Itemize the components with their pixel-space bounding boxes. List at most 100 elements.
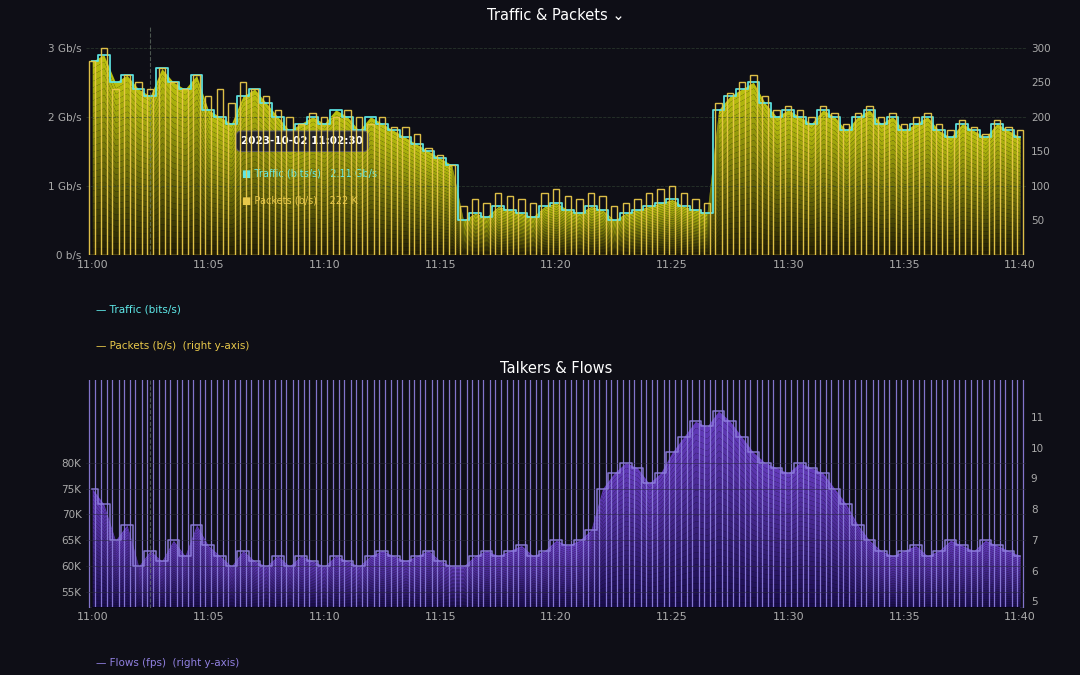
Bar bbox=[890, 113, 895, 254]
Text: 2023-10-02 11:02:30: 2023-10-02 11:02:30 bbox=[242, 136, 363, 146]
Bar bbox=[274, 110, 281, 254]
Bar bbox=[240, 281, 246, 608]
Bar bbox=[484, 203, 490, 254]
Bar bbox=[414, 287, 420, 608]
Bar bbox=[448, 165, 455, 254]
Bar bbox=[159, 68, 165, 254]
Bar bbox=[147, 89, 153, 254]
Bar bbox=[402, 292, 408, 608]
Bar bbox=[646, 192, 652, 254]
Bar bbox=[402, 127, 408, 254]
Bar bbox=[437, 155, 444, 254]
Bar bbox=[820, 204, 826, 608]
Bar bbox=[994, 120, 1000, 254]
Bar bbox=[577, 271, 582, 608]
Text: — Traffic (bits/s): — Traffic (bits/s) bbox=[96, 304, 180, 315]
Bar bbox=[935, 281, 942, 608]
Bar bbox=[495, 287, 501, 608]
Bar bbox=[484, 281, 490, 608]
Bar bbox=[658, 204, 664, 608]
Bar bbox=[181, 89, 188, 254]
Bar bbox=[274, 287, 281, 608]
Bar bbox=[622, 194, 629, 608]
Bar bbox=[495, 192, 501, 254]
Bar bbox=[460, 297, 467, 608]
Bar bbox=[785, 107, 792, 254]
Bar bbox=[947, 271, 954, 608]
Bar bbox=[286, 297, 293, 608]
Bar bbox=[832, 219, 838, 608]
Bar bbox=[100, 48, 107, 254]
Bar bbox=[843, 235, 849, 608]
Bar bbox=[391, 127, 397, 254]
Bar bbox=[333, 117, 339, 254]
Bar bbox=[367, 287, 374, 608]
Bar bbox=[982, 134, 988, 254]
Bar bbox=[171, 271, 177, 608]
Bar bbox=[298, 124, 305, 254]
Bar bbox=[588, 261, 594, 608]
Bar bbox=[680, 167, 687, 608]
Bar bbox=[321, 117, 327, 254]
Bar bbox=[112, 89, 119, 254]
Bar bbox=[205, 96, 212, 254]
Bar bbox=[355, 117, 362, 254]
Bar bbox=[959, 276, 966, 608]
Title: Traffic & Packets ⌄: Traffic & Packets ⌄ bbox=[487, 8, 625, 23]
Bar bbox=[669, 186, 675, 254]
Bar bbox=[426, 281, 432, 608]
Bar bbox=[298, 287, 305, 608]
Bar bbox=[553, 271, 559, 608]
Bar bbox=[924, 113, 931, 254]
Bar bbox=[959, 120, 966, 254]
Bar bbox=[994, 276, 1000, 608]
Bar bbox=[252, 292, 258, 608]
Bar bbox=[577, 199, 582, 254]
Bar bbox=[391, 287, 397, 608]
Bar bbox=[878, 117, 885, 254]
Bar bbox=[135, 297, 141, 608]
Bar bbox=[286, 117, 293, 254]
Bar bbox=[333, 287, 339, 608]
Bar bbox=[797, 194, 804, 608]
Bar bbox=[704, 203, 711, 254]
Bar bbox=[890, 287, 895, 608]
Bar bbox=[751, 76, 757, 254]
Bar bbox=[611, 207, 618, 254]
Bar bbox=[89, 219, 95, 608]
Bar bbox=[611, 204, 618, 608]
Bar bbox=[205, 276, 212, 608]
Bar bbox=[971, 281, 977, 608]
Bar bbox=[448, 297, 455, 608]
Bar bbox=[739, 82, 745, 254]
Bar bbox=[669, 183, 675, 608]
Bar bbox=[193, 76, 200, 254]
Bar bbox=[658, 189, 664, 254]
Text: — Flows (fps)  (right y-axis): — Flows (fps) (right y-axis) bbox=[96, 657, 239, 668]
Bar bbox=[321, 297, 327, 608]
Bar bbox=[472, 287, 478, 608]
Bar bbox=[530, 287, 536, 608]
Bar bbox=[866, 107, 873, 254]
Bar bbox=[727, 152, 733, 608]
Bar bbox=[739, 167, 745, 608]
Bar bbox=[832, 113, 838, 254]
Bar bbox=[808, 198, 814, 608]
Text: ■ Traffic (bits/s)   2.11 Gb/s: ■ Traffic (bits/s) 2.11 Gb/s bbox=[242, 168, 377, 178]
Bar bbox=[217, 287, 222, 608]
Bar bbox=[854, 113, 861, 254]
Text: ■ Packets (b/s)    222 K: ■ Packets (b/s) 222 K bbox=[242, 196, 359, 205]
Bar bbox=[715, 142, 721, 608]
Bar bbox=[588, 192, 594, 254]
Bar bbox=[854, 256, 861, 608]
Bar bbox=[971, 127, 977, 254]
Bar bbox=[1005, 127, 1012, 254]
Bar bbox=[924, 287, 931, 608]
Bar bbox=[935, 124, 942, 254]
Bar bbox=[472, 199, 478, 254]
Bar bbox=[773, 110, 780, 254]
Bar bbox=[761, 96, 768, 254]
Bar bbox=[112, 271, 119, 608]
Bar bbox=[761, 194, 768, 608]
Bar bbox=[808, 117, 814, 254]
